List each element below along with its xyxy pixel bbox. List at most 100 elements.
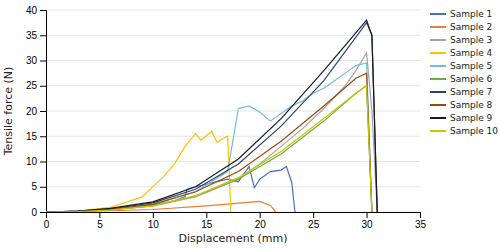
series-line [46,86,372,212]
legend-item: Sample 2 [430,22,492,32]
series-line [46,167,295,212]
tick-mark [40,212,46,213]
grid-line [46,186,420,187]
legend-label: Sample 4 [450,48,493,58]
legend-item: Sample 10 [430,126,498,136]
legend-label: Sample 8 [450,100,493,110]
legend-label: Sample 10 [450,126,498,136]
tick-label: 30 [362,219,374,230]
tick-label: 0 [44,219,50,230]
legend-item: Sample 3 [430,35,492,45]
legend-swatch [430,78,446,80]
tick-mark [40,61,46,62]
chart: 0 5 10 15 20 25 30 35 0 5 10 15 20 25 30 35 40 Displaceme… [0,0,500,248]
tick-mark [40,35,46,36]
y-axis-title: Tensile force (N) [2,67,15,157]
series-line [46,23,377,212]
series-line [46,131,231,212]
tick-mark [420,212,421,218]
legend-label: Sample 6 [450,74,493,84]
tick-mark [40,136,46,137]
series-line [46,86,372,212]
tick: 35 [415,212,427,230]
chart-container: 0 5 10 15 20 25 30 35 0 5 10 15 20 25 30 35 40 Displaceme… [0,0,500,248]
tick-label: 40 [26,5,38,16]
legend-item: Sample 9 [430,113,493,123]
tick: 35 [26,30,46,41]
tick-label: 10 [26,156,38,167]
series-line [46,63,372,212]
grid-line [46,10,420,11]
tick-label: 15 [201,219,213,230]
tick: 0 [44,212,50,230]
tick-mark [40,86,46,87]
plot: 0 5 10 15 20 25 30 35 0 5 10 15 20 25 30 35 40 [26,5,427,230]
legend-label: Sample 2 [450,22,492,32]
legend-item: Sample 6 [430,74,493,84]
legend-swatch [430,39,446,41]
legend-swatch [430,130,446,132]
tick-mark [99,212,100,218]
tick: 5 [31,181,46,192]
tick-label: 0 [31,207,37,218]
axis-line [40,11,47,213]
tick-mark [206,212,207,218]
tick: 10 [148,212,160,230]
tick-label: 5 [97,219,103,230]
tick: 30 [362,212,374,230]
legend-swatch [430,52,446,54]
y-axis: 0 5 10 15 20 25 30 35 40 [26,5,47,218]
grid-line [46,85,420,86]
series-line [46,53,377,212]
legend-item: Sample 8 [430,100,493,110]
legend-label: Sample 9 [450,113,493,123]
legend-item: Sample 1 [430,9,492,19]
grid-line [46,60,420,61]
tick-label: 35 [26,30,38,41]
tick-label: 25 [308,219,320,230]
legend-swatch [430,65,446,67]
legend-swatch [430,91,446,93]
tick-mark [153,212,154,218]
tick: 20 [255,212,267,230]
legend-swatch [430,26,446,28]
series-line [46,73,372,212]
tick: 25 [26,80,46,91]
tick-mark [40,111,46,112]
tick: 0 [31,207,46,218]
tick-mark [313,212,314,218]
tick-label: 10 [148,219,160,230]
tick-label: 25 [26,80,38,91]
legend-item: Sample 4 [430,48,493,58]
legend: Sample 1 Sample 2 Sample 3 Sample 4 Sample 5… [430,9,498,136]
grid [46,10,420,212]
tick-label: 30 [26,55,38,66]
tick: 25 [308,212,320,230]
tick: 30 [26,55,46,66]
legend-label: Sample 3 [450,35,492,45]
grid-line [46,35,420,36]
legend-swatch [430,104,446,106]
tick-label: 20 [26,106,38,117]
legend-item: Sample 5 [430,61,492,71]
x-axis: 0 5 10 15 20 25 30 35 [44,212,427,230]
tick: 5 [97,212,103,230]
legend-swatch [430,13,446,15]
tick-mark [367,212,368,218]
tick: 40 [26,5,46,16]
tick-mark [260,212,261,218]
axis-line [47,213,421,219]
legend-label: Sample 5 [450,61,492,71]
tick-mark [40,187,46,188]
tick: 20 [26,106,46,117]
tick-label: 20 [255,219,267,230]
x-axis-title: Displacement (mm) [178,232,287,245]
tick-label: 35 [415,219,427,230]
tick: 10 [26,156,46,167]
lines [46,20,377,212]
tick-label: 5 [31,181,37,192]
legend-label: Sample 1 [450,9,492,19]
tick-label: 15 [26,131,38,142]
legend-swatch [430,117,446,119]
grid-line [46,111,420,112]
